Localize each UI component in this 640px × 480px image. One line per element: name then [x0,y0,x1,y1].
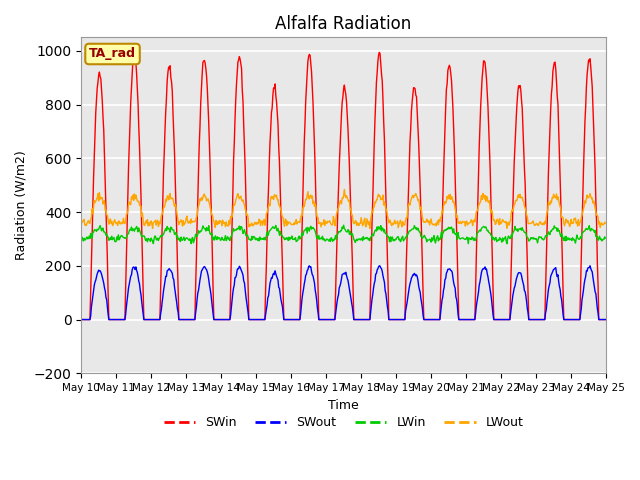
LWout [366,226,374,231]
SWin [87,291,95,297]
SWin [194,198,202,204]
X-axis label: Time: Time [328,398,359,412]
LWin [87,230,95,236]
Text: TA_rad: TA_rad [89,48,136,60]
LWout [221,224,229,229]
SWout [422,317,430,323]
SWin [77,317,85,323]
LWout [194,206,202,212]
LWin [602,235,609,241]
SWin [423,317,431,323]
LWin [423,239,431,245]
LWout [408,193,416,199]
Line: LWout: LWout [81,190,605,228]
LWin [141,234,148,240]
Line: SWout: SWout [81,266,605,320]
Line: SWin: SWin [81,52,605,320]
LWin [221,233,229,239]
LWin [408,227,415,232]
SWin [376,49,383,55]
LWout [424,217,431,223]
LWout [340,187,348,192]
LWin [77,235,85,241]
LWin [194,231,202,237]
SWin [602,317,609,323]
LWout [87,216,95,222]
Line: LWin: LWin [81,225,605,244]
SWout [407,278,415,284]
SWout [194,290,202,296]
Title: Alfalfa Radiation: Alfalfa Radiation [275,15,412,33]
LWout [77,222,85,228]
LWin [340,222,348,228]
SWin [221,317,229,323]
LWout [602,220,609,226]
SWin [408,108,415,114]
Legend: SWin, SWout, LWin, LWout: SWin, SWout, LWin, LWout [159,411,529,434]
SWin [141,317,148,323]
LWin [503,241,511,247]
SWout [87,313,95,319]
SWout [141,317,148,323]
SWout [602,317,609,323]
SWout [221,317,229,323]
SWout [77,317,85,323]
Y-axis label: Radiation (W/m2): Radiation (W/m2) [15,150,28,260]
SWout [586,263,594,269]
LWout [141,223,148,228]
